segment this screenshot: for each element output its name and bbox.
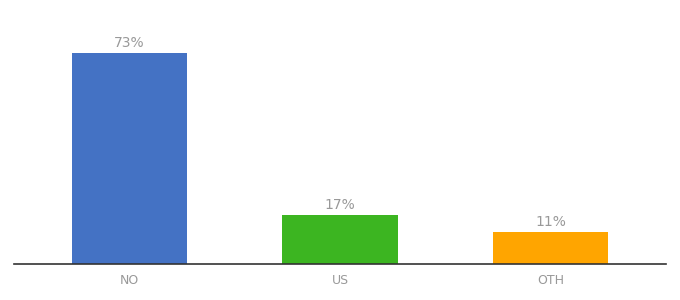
Bar bbox=[282, 215, 398, 264]
Text: 11%: 11% bbox=[535, 215, 566, 229]
Text: 17%: 17% bbox=[324, 198, 356, 212]
Bar bbox=[493, 232, 609, 264]
Text: 73%: 73% bbox=[114, 36, 145, 50]
Bar bbox=[71, 53, 187, 264]
